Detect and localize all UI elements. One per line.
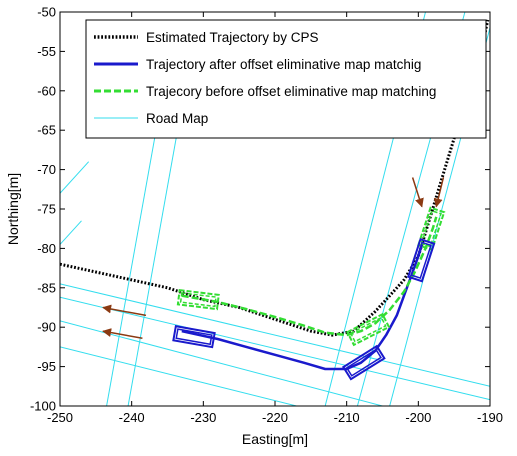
direction-arrow-3 [433, 177, 445, 208]
y-tick-label: -70 [37, 162, 56, 177]
vehicle-box-inner-1 [349, 316, 387, 343]
x-tick-label: -210 [334, 410, 360, 425]
y-tick-label: -100 [30, 399, 56, 414]
vehicle-box-1 [346, 312, 391, 347]
x-tick-label: -220 [262, 410, 288, 425]
road-line-0 [60, 283, 490, 387]
vehicle-box-5 [407, 238, 436, 283]
road-line-8 [60, 161, 90, 194]
y-tick-label: -85 [37, 280, 56, 295]
y-tick-label: -80 [37, 241, 56, 256]
x-tick-label: -190 [477, 410, 503, 425]
legend: Estimated Trajectory by CPS Trajectory af… [85, 19, 487, 139]
legend-label-2: Trajecory before offset eliminative map … [146, 84, 436, 99]
vehicle-box-inner-4 [345, 348, 382, 377]
y-axis-label: Northing[m] [5, 173, 21, 245]
vehicle-box-3 [172, 325, 216, 349]
direction-arrow-2 [411, 177, 424, 208]
vehicle-box-2 [417, 206, 446, 251]
x-tick-label: -230 [190, 410, 216, 425]
vehicle-box-0 [176, 288, 220, 311]
y-tick-label: -90 [37, 320, 56, 335]
box-layer [172, 206, 446, 381]
y-tick-label: -65 [37, 123, 56, 138]
y-tick-label: -60 [37, 83, 56, 98]
x-tick-label: -250 [47, 410, 73, 425]
vehicle-box-inner-3 [175, 328, 213, 346]
road-line-7 [60, 220, 82, 245]
arrow-layer [102, 177, 445, 339]
road-line-3 [60, 346, 297, 406]
vehicle-box-inner-2 [420, 209, 442, 248]
road-line-10 [106, 106, 161, 406]
x-tick-label: -240 [119, 410, 145, 425]
vehicle-box-inner-0 [179, 292, 217, 308]
direction-arrow-0 [102, 304, 147, 317]
road-line-1 [60, 296, 490, 401]
axis-ticks: -250 -240 -230 -220 -210 -200 -190 -100 -95 -90 -8… [30, 5, 503, 426]
y-tick-label: -75 [37, 202, 56, 217]
x-tick-label: -200 [405, 410, 431, 425]
x-axis-label: Easting[m] [242, 431, 308, 447]
y-tick-label: -95 [37, 359, 56, 374]
legend-label-1: Trajectory after offset eliminative map … [146, 57, 421, 72]
vehicle-box-4 [341, 344, 386, 381]
y-tick-label: -50 [37, 5, 56, 20]
direction-arrow-1 [102, 328, 143, 339]
road-line-9 [127, 106, 183, 406]
legend-box [85, 19, 487, 139]
legend-label-0: Estimated Trajectory by CPS [146, 30, 319, 45]
series-line-2 [181, 216, 438, 337]
legend-label-3: Road Map [146, 111, 208, 126]
vehicle-box-inner-5 [410, 241, 432, 279]
y-tick-label: -55 [37, 44, 56, 59]
